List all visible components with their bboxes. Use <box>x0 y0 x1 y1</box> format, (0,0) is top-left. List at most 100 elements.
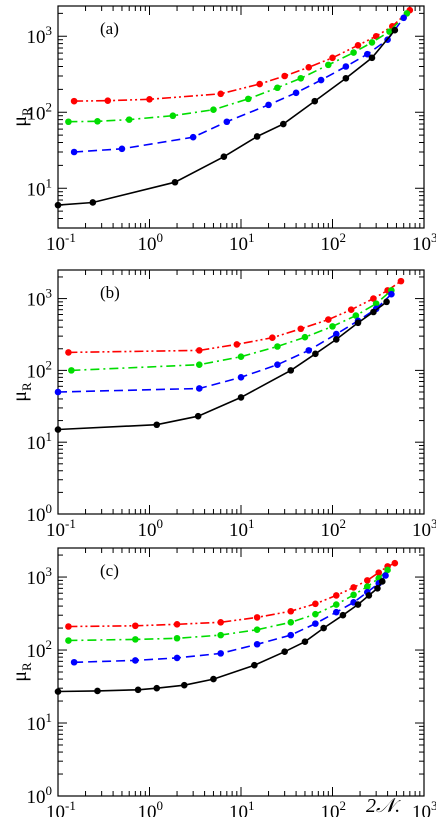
data-point-s1 <box>173 621 181 628</box>
data-point-s4 <box>280 120 287 128</box>
data-point-s2 <box>368 39 376 46</box>
x-tick-label: 101 <box>229 230 255 255</box>
x-tick-label: 103 <box>412 516 436 541</box>
series-line-s1 <box>68 280 402 354</box>
data-point-s3 <box>118 145 126 153</box>
panel-tag: (b) <box>100 283 120 302</box>
data-point-s4 <box>153 684 161 692</box>
data-point-s3 <box>253 640 261 648</box>
data-point-s3 <box>342 63 350 70</box>
data-point-s1 <box>253 614 261 621</box>
data-point-s4 <box>320 624 327 632</box>
data-point-s3 <box>382 572 389 579</box>
data-point-s1 <box>391 559 399 567</box>
data-point-s4 <box>354 319 362 327</box>
x-tick-label: 100 <box>138 230 164 255</box>
y-tick-label: 102 <box>27 637 53 662</box>
data-point-s2 <box>363 583 371 590</box>
x-tick-label: 102 <box>321 798 347 817</box>
data-point-s2 <box>132 636 139 643</box>
data-point-s2 <box>332 601 340 608</box>
data-point-s2 <box>274 84 281 92</box>
data-point-s4 <box>368 54 376 62</box>
data-point-s2 <box>287 618 295 626</box>
y-tick-label: 103 <box>27 286 53 311</box>
data-point-s1 <box>287 607 295 615</box>
data-point-s2 <box>386 28 393 35</box>
series-line-s4 <box>57 29 396 206</box>
data-point-s1 <box>363 577 371 584</box>
data-point-s3 <box>54 388 62 396</box>
x-tick-label: 103 <box>412 798 436 817</box>
data-point-s2 <box>237 353 245 361</box>
data-point-s1 <box>332 592 340 599</box>
data-point-s4 <box>383 298 390 306</box>
data-point-s1 <box>375 569 383 576</box>
data-point-s4 <box>153 421 161 429</box>
data-point-s1 <box>281 72 288 80</box>
data-point-s3 <box>173 654 181 662</box>
x-tick-label: 10-1 <box>46 798 76 817</box>
data-point-s2 <box>68 367 75 374</box>
x-tick-label: 10-1 <box>46 516 76 541</box>
x-tick-label: 102 <box>321 516 347 541</box>
data-point-s3 <box>287 631 295 639</box>
x-tick-label: 100 <box>138 798 164 817</box>
data-point-s4 <box>281 648 288 655</box>
data-point-s2 <box>253 626 261 633</box>
data-point-s2 <box>352 312 360 319</box>
y-axis-label-b: μR <box>9 382 34 402</box>
data-point-s1 <box>329 54 336 62</box>
data-point-s1 <box>269 334 276 342</box>
data-point-s1 <box>104 97 112 104</box>
data-point-s4 <box>210 675 217 683</box>
data-point-s1 <box>217 618 225 626</box>
data-point-s4 <box>171 178 179 186</box>
data-point-s3 <box>217 650 225 657</box>
series-line-s2 <box>71 289 392 372</box>
data-point-s4 <box>287 367 295 374</box>
data-point-s3 <box>292 89 300 97</box>
data-point-s2 <box>125 116 133 123</box>
series-line-s2 <box>68 12 408 123</box>
data-point-s2 <box>244 95 252 103</box>
data-point-s2 <box>274 343 281 350</box>
data-point-s3 <box>265 101 272 109</box>
panel-tag: (c) <box>100 561 119 580</box>
data-point-s1 <box>256 80 263 88</box>
data-point-s1 <box>70 97 78 105</box>
x-tick-label: 10-1 <box>46 230 76 255</box>
data-point-s2 <box>301 333 309 341</box>
data-point-s2 <box>372 300 380 307</box>
series-line-s3 <box>74 17 405 153</box>
data-point-s4 <box>391 26 399 34</box>
data-point-s2 <box>65 637 72 644</box>
data-point-s1 <box>146 96 153 103</box>
y-tick-label: 101 <box>27 429 53 454</box>
data-point-s4 <box>301 638 309 646</box>
data-point-s4 <box>374 585 381 592</box>
data-point-s4 <box>54 201 62 209</box>
data-point-s2 <box>325 61 332 69</box>
data-point-s4 <box>134 686 142 694</box>
data-point-s3 <box>317 76 325 84</box>
plot-frame <box>57 5 425 229</box>
data-point-s2 <box>350 591 357 599</box>
y-tick-label: 101 <box>27 710 53 735</box>
series-line-s3 <box>57 293 392 393</box>
data-point-s4 <box>180 681 188 689</box>
plot-frame <box>57 269 425 515</box>
data-point-s1 <box>325 316 332 323</box>
data-point-s3 <box>223 118 231 126</box>
data-point-s1 <box>233 341 241 348</box>
data-point-s4 <box>194 412 202 420</box>
panel-a: 10-1 100 101 102 103 101 102 103 (a) <box>27 5 436 255</box>
data-point-s4 <box>365 592 373 599</box>
data-point-s4 <box>54 426 62 433</box>
data-point-s4 <box>339 611 347 619</box>
y-tick-label: 102 <box>27 99 53 124</box>
data-point-s1 <box>132 622 139 630</box>
data-point-s4 <box>237 394 245 401</box>
